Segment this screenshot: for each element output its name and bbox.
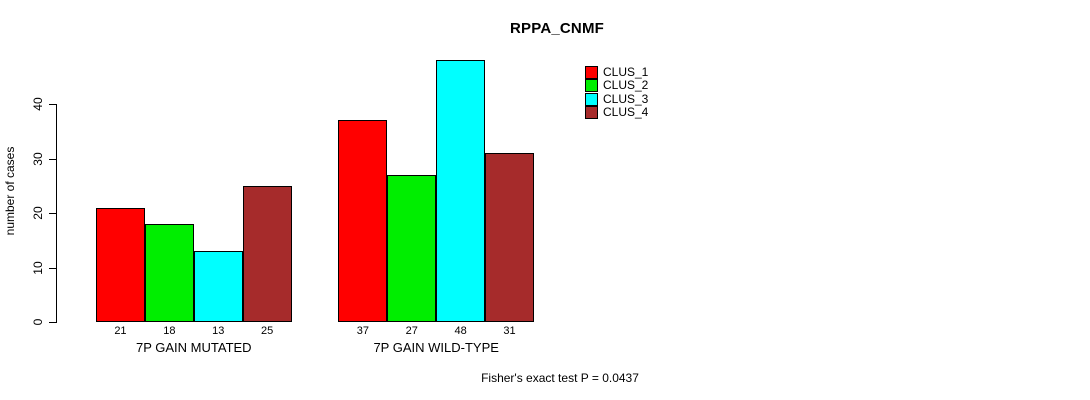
legend-item: CLUS_3 <box>585 91 649 106</box>
bar-clus_4-group2 <box>485 153 534 322</box>
y-axis-tick <box>49 267 56 269</box>
y-axis-tick <box>49 104 56 105</box>
y-tick-label: 0 <box>31 318 45 326</box>
bar-value-label: 21 <box>114 325 127 337</box>
bar-clus_3-group1 <box>193 251 243 322</box>
bar-clus_3-group2 <box>436 60 486 322</box>
bar-value-label: 48 <box>454 325 467 337</box>
legend-swatch-icon <box>585 79 598 93</box>
legend-item: CLUS_4 <box>585 105 649 120</box>
bar-clus_1-group1 <box>96 207 145 322</box>
y-axis-tick <box>49 158 56 160</box>
bar-value-label: 13 <box>212 325 225 337</box>
legend-label: CLUS_2 <box>603 78 649 93</box>
category-label: 7P GAIN MUTATED <box>136 340 252 355</box>
legend-item: CLUS_2 <box>585 78 649 93</box>
category-label: 7P GAIN WILD-TYPE <box>373 340 499 355</box>
y-axis-tick <box>49 213 56 214</box>
y-axis-line <box>56 104 57 323</box>
legend-swatch-icon <box>585 92 598 106</box>
y-tick-label: 20 <box>31 206 45 220</box>
bar-clus_4-group1 <box>242 185 292 322</box>
y-axis-label: number of cases <box>3 146 17 236</box>
bar-clus_1-group2 <box>338 120 388 322</box>
legend-item: CLUS_1 <box>585 65 649 80</box>
legend-swatch-icon <box>585 66 598 80</box>
footer-annotation: Fisher's exact test P = 0.0437 <box>481 371 639 385</box>
bar-value-label: 27 <box>405 325 418 337</box>
chart-title: RPPA_CNMF <box>509 20 605 37</box>
y-axis-tick <box>49 322 56 323</box>
bar-clus_2-group2 <box>387 174 437 322</box>
bar-value-label: 31 <box>503 325 516 337</box>
legend-label: CLUS_4 <box>603 105 649 120</box>
bar-value-label: 18 <box>163 325 176 337</box>
legend: CLUS_1 CLUS_2 CLUS_3 CLUS_4 <box>585 65 649 120</box>
y-tick-label: 30 <box>31 151 45 166</box>
bar-clus_2-group1 <box>144 223 194 322</box>
y-tick-label: 40 <box>31 97 45 111</box>
legend-label: CLUS_1 <box>603 65 649 80</box>
bar-value-label: 37 <box>356 325 369 337</box>
y-tick-label: 10 <box>31 260 45 275</box>
legend-label: CLUS_3 <box>603 91 649 106</box>
bar-value-label: 25 <box>261 325 274 337</box>
legend-swatch-icon <box>585 106 598 120</box>
